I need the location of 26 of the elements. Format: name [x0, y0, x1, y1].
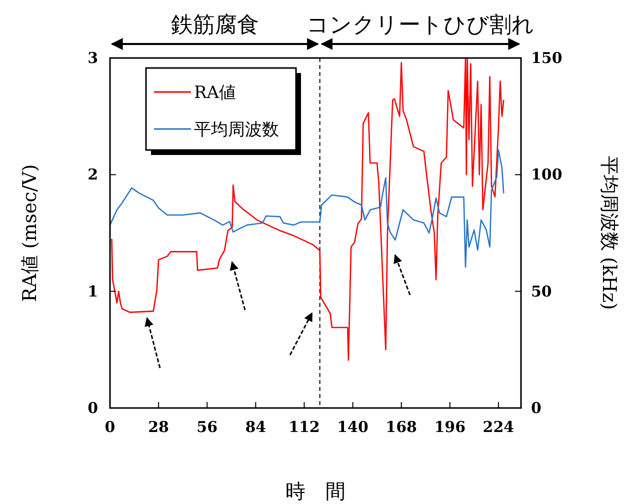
text: コンクリートひび割れ [306, 13, 534, 38]
y2-tick-label: 100 [531, 166, 562, 184]
y-tick-label: 3 [88, 49, 98, 67]
legend-label: 平均周波数 [194, 120, 279, 140]
y-tick-label: 1 [88, 282, 98, 300]
x-tick-label: 28 [148, 418, 169, 436]
x-tick-label: 112 [288, 418, 320, 436]
x-tick-label: 0 [104, 418, 116, 436]
y2-tick-label: 50 [531, 282, 552, 300]
x-tick-label: 224 [482, 418, 514, 436]
x-tick-label: 196 [434, 418, 466, 436]
legend-label: RA値 [194, 83, 236, 103]
x-tick-label: 168 [386, 418, 417, 436]
x-axis-title: 時 間 [286, 479, 346, 503]
line-series [111, 57, 504, 361]
x-tick-label: 56 [196, 418, 218, 436]
line-series [109, 149, 504, 268]
y-axis-title: RA値 (msec/V) [19, 164, 41, 302]
y2-tick-label: 0 [531, 399, 542, 417]
x-tick-label: 140 [337, 418, 368, 436]
text: 鉄筋腐食 [170, 13, 259, 38]
x-tick-label: 84 [245, 418, 266, 436]
y2-tick-label: 150 [531, 49, 562, 67]
y2-axis-title: 平均周波数 (kHz) [598, 156, 620, 310]
y-tick-label: 0 [88, 399, 98, 417]
y-tick-label: 2 [88, 166, 98, 184]
